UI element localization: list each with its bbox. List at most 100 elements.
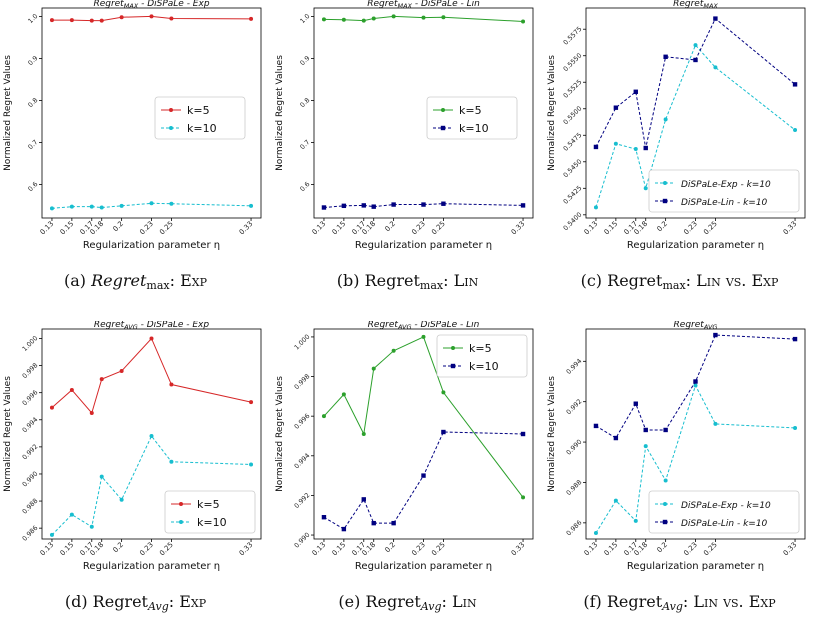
data-point: [521, 495, 526, 500]
chart-panel-f: RegretAVG 0.986 0.988 0.990 0.992 0.994 0.13 0.…: [544, 321, 815, 642]
y-tick-label: 0.9: [298, 54, 311, 67]
legend: k=5 k=10: [164, 490, 256, 534]
data-point: [520, 203, 526, 208]
x-tick-label: 0.2: [112, 541, 126, 555]
data-point: [713, 16, 718, 21]
series-line-2: [51, 202, 252, 209]
data-point: [49, 532, 54, 537]
caption-a-sub: max: [146, 279, 170, 292]
x-tick-label: 0.15: [59, 541, 76, 558]
data-point: [421, 473, 426, 478]
series-line-1: [51, 15, 252, 22]
chart-title: RegretMAX: [673, 0, 718, 10]
caption-f-sub: Avg: [662, 600, 683, 613]
legend: k=5 k=10: [426, 96, 518, 140]
data-point: [89, 524, 94, 529]
y-tick-label: 0.994: [293, 452, 312, 471]
data-point: [169, 382, 174, 387]
data-point: [391, 202, 396, 207]
data-point: [713, 65, 718, 70]
data-point: [249, 400, 254, 405]
data-point: [69, 387, 74, 392]
x-tick-label: 0.33: [238, 220, 255, 237]
x-tick-label: 0.23: [410, 541, 427, 558]
data-point: [441, 390, 446, 395]
caption-c-main: Regret: [607, 271, 663, 290]
data-point: [633, 518, 638, 523]
x-tick-label: 0.15: [59, 220, 76, 237]
x-tick-label: 0.25: [702, 220, 719, 237]
x-tick-label: 0.13: [583, 541, 600, 558]
y-axis-label: Normalized Regret Values: [275, 376, 285, 492]
data-point: [593, 144, 599, 150]
legend-label: k=10: [187, 122, 217, 135]
data-point: [693, 383, 698, 388]
legend-label: k=10: [459, 122, 489, 135]
chart-title: RegretAVG - DiSPaLe - Exp: [94, 321, 209, 331]
series-line-1: [51, 337, 252, 415]
legend-marker: [663, 181, 667, 185]
data-point: [643, 427, 648, 433]
data-point: [371, 366, 376, 371]
caption-e-sub: Avg: [420, 600, 442, 613]
x-tick-label: 0.13: [39, 541, 56, 558]
legend-label: DiSPaLe-Lin - k=10: [681, 198, 768, 208]
y-tick-label: 0.990: [565, 438, 584, 457]
data-point: [633, 89, 638, 94]
x-tick-label: 0.33: [510, 220, 527, 237]
x-tick-label: 0.2: [112, 220, 126, 234]
data-point: [792, 336, 798, 342]
caption-c: (c) Regretmax: Lin vs. Exp: [544, 271, 815, 292]
data-point: [249, 462, 254, 467]
legend-label: k=5: [197, 498, 220, 511]
legend-marker: [451, 346, 455, 350]
x-axis-label: Regularization parameter η: [627, 561, 764, 572]
data-point: [69, 512, 74, 517]
data-point: [119, 203, 124, 208]
x-tick-label: 0.13: [311, 220, 328, 237]
chart-panel-b: RegretMAX - DiSPaLe - Lin 0.6 0.7 0.8 0.9 1.0…: [272, 0, 543, 321]
x-tick-label: 0.23: [682, 220, 699, 237]
data-point: [593, 205, 598, 210]
y-tick-label: 0.998: [293, 372, 312, 391]
x-tick-label: 0.13: [39, 220, 56, 237]
x-tick-label: 0.15: [331, 220, 348, 237]
x-tick-label: 0.13: [583, 220, 600, 237]
data-point: [633, 147, 638, 152]
legend: DiSPaLe-Exp - k=10 DiSPaLe-Lin - k=10: [648, 169, 800, 213]
x-tick-label: 0.33: [510, 541, 527, 558]
data-point: [321, 414, 326, 419]
data-point: [371, 520, 376, 526]
data-point: [421, 334, 426, 339]
x-tick-label: 0.15: [331, 541, 348, 558]
x-tick-label: 0.2: [656, 220, 670, 234]
caption-b: (b) Regretmax: Lin: [272, 271, 543, 292]
series-line-2: [595, 17, 796, 149]
data-point: [793, 425, 798, 430]
data-point: [613, 498, 618, 503]
y-tick-label: 0.992: [565, 397, 584, 416]
caption-f-prefix: (f): [583, 592, 602, 611]
data-point: [149, 434, 154, 439]
y-tick-label: 0.5400: [562, 211, 584, 233]
caption-d-sub: Avg: [147, 600, 169, 613]
y-tick-label: 0.990: [21, 470, 40, 489]
y-tick-label: 0.5475: [562, 131, 584, 153]
data-point: [371, 204, 376, 209]
data-point: [663, 117, 668, 122]
y-tick-label: 0.988: [21, 497, 40, 516]
legend-marker: [662, 198, 668, 204]
data-point: [119, 15, 124, 20]
data-point: [613, 141, 618, 146]
x-tick-label: 0.25: [158, 541, 175, 558]
data-point: [663, 478, 668, 483]
data-point: [421, 202, 426, 207]
data-point: [99, 474, 104, 479]
legend-label: k=5: [187, 104, 210, 117]
data-point: [793, 127, 798, 132]
series-line-2: [323, 431, 524, 530]
legend-label: DiSPaLe-Exp - k=10: [681, 180, 771, 190]
data-point: [341, 392, 346, 397]
legend-label: k=10: [197, 516, 227, 529]
y-tick-label: 0.992: [21, 443, 40, 462]
